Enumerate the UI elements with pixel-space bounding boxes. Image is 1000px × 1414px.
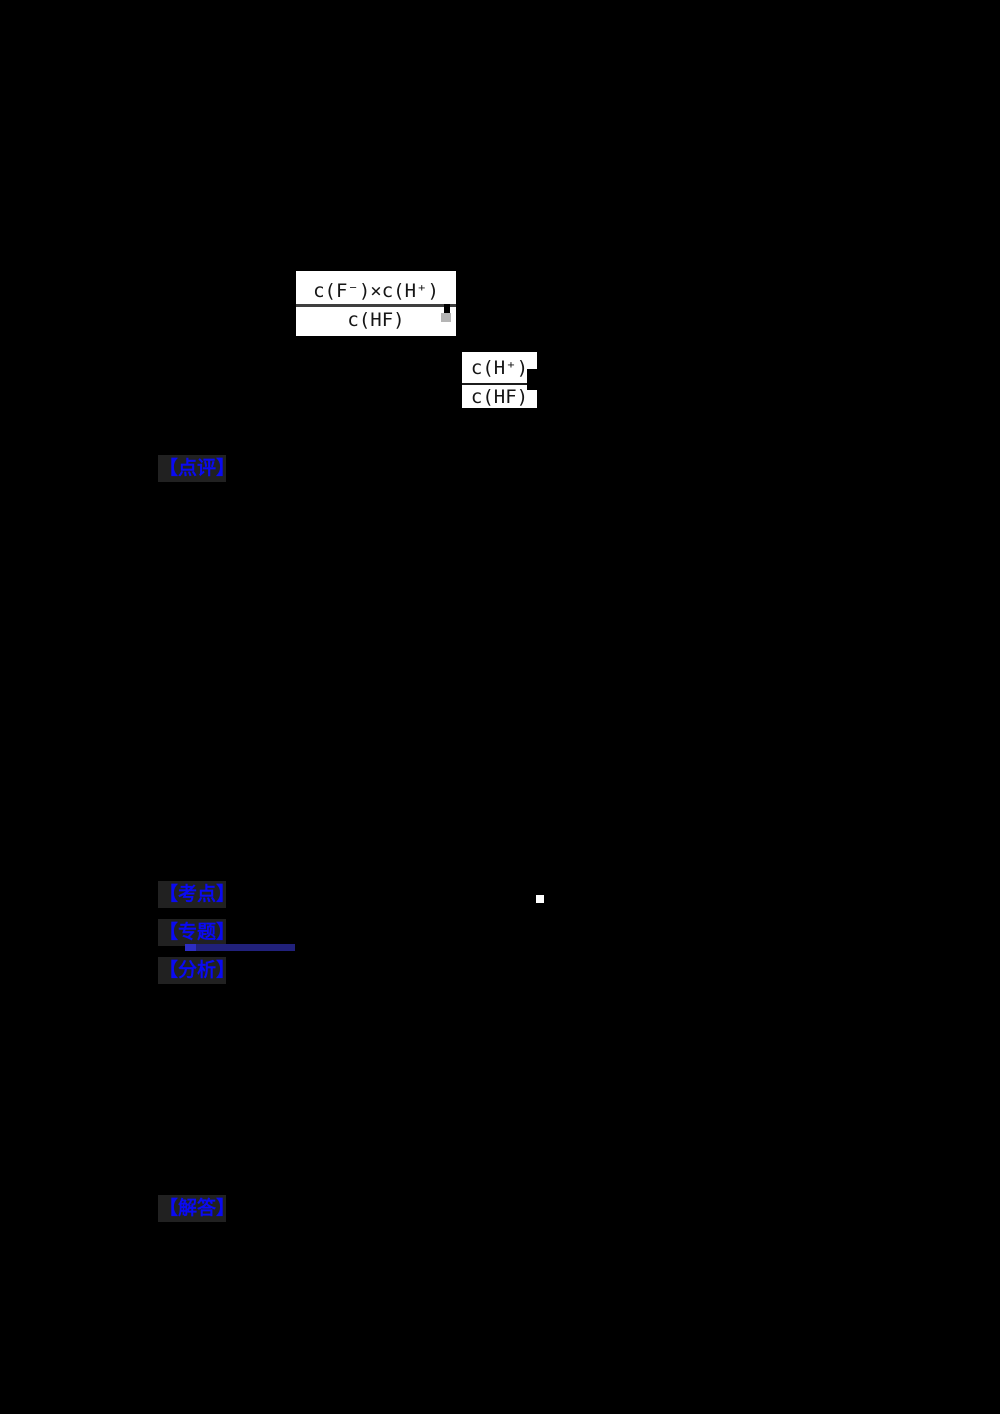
equation-edge-artifact — [444, 304, 450, 314]
fraction-bar — [296, 304, 456, 307]
equation-numerator: c(H⁺) — [470, 357, 529, 379]
section-label-solution: 【解答】 — [158, 1195, 226, 1222]
equation-box-ratio-expression: c(H⁺) c(HF) — [462, 352, 537, 408]
white-square-dot — [536, 895, 544, 903]
equation-edge-artifact — [441, 313, 451, 322]
equation-numerator: c(F⁻)×c(H⁺) — [313, 280, 439, 302]
topic-link-underline-tip — [185, 944, 196, 951]
section-label-analysis: 【分析】 — [158, 957, 226, 984]
fraction-bar — [462, 383, 537, 385]
section-label-review: 【点评】 — [158, 455, 226, 482]
topic-link-underline-main — [196, 944, 295, 951]
equation-edge-artifact — [527, 369, 537, 390]
section-label-knowledge-point: 【考点】 — [158, 881, 226, 908]
equation-box-ka-expression: c(F⁻)×c(H⁺) c(HF) — [296, 271, 456, 336]
section-label-topic: 【专题】 — [158, 919, 226, 946]
equation-denominator: c(HF) — [470, 386, 529, 408]
equation-denominator: c(HF) — [347, 309, 405, 331]
topic-link-underline[interactable] — [185, 944, 295, 951]
